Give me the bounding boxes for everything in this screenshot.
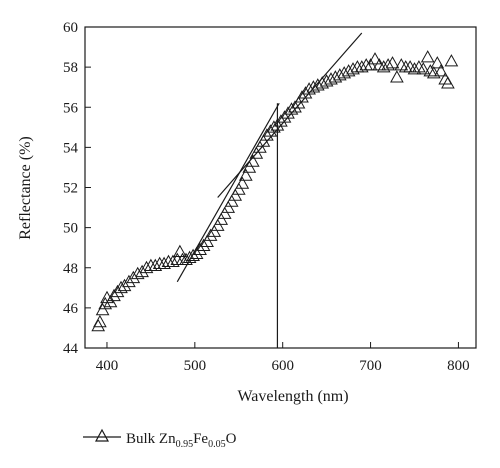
- data-point: [444, 54, 459, 67]
- data-point: [103, 294, 118, 308]
- legend-label-suffix: O: [226, 431, 237, 447]
- data-point: [207, 224, 222, 237]
- data-point: [368, 52, 382, 65]
- legend-label: Bulk Zn0.95Fe0.05O: [126, 431, 237, 450]
- y-tick-label: 60: [63, 20, 78, 36]
- data-point: [93, 314, 107, 328]
- data-point: [423, 64, 438, 77]
- y-tick-label: 52: [63, 181, 78, 197]
- data-point: [228, 188, 243, 201]
- x-axis-label: Wavelength (nm): [237, 388, 348, 405]
- legend-label-prefix: Bulk Zn: [126, 431, 176, 447]
- fit-line-lower: [176, 102, 280, 283]
- data-point: [354, 60, 369, 73]
- data-point: [337, 66, 352, 79]
- data-point: [122, 274, 136, 288]
- data-point: [193, 242, 207, 255]
- data-point: [363, 58, 378, 71]
- x-tick-label: 800: [447, 358, 470, 374]
- data-point: [179, 252, 193, 265]
- data-point: [416, 62, 431, 75]
- data-point: [385, 56, 400, 69]
- data-point: [434, 64, 448, 77]
- data-point: [319, 74, 334, 87]
- data-point: [214, 212, 229, 225]
- data-point: [235, 176, 250, 189]
- data-point: [139, 260, 154, 274]
- data-point: [341, 64, 356, 77]
- y-axis-ticks: 44 46 48 50 52 54 56 58 60: [63, 20, 91, 357]
- data-point: [224, 194, 239, 207]
- data-point: [107, 288, 121, 302]
- data-point: [110, 284, 125, 298]
- data-point: [114, 280, 128, 294]
- data-point: [98, 296, 113, 310]
- data-point: [238, 168, 253, 181]
- data-point: [263, 124, 278, 137]
- data-point: [182, 250, 197, 263]
- data-point: [148, 258, 163, 271]
- data-point: [217, 206, 232, 219]
- y-tick-label: 58: [63, 60, 78, 76]
- data-point: [381, 58, 395, 71]
- plot-area: [84, 26, 477, 349]
- data-markers: [91, 50, 459, 332]
- y-axis-label: Reflectance (%): [17, 136, 34, 239]
- data-point: [332, 68, 347, 81]
- data-point: [430, 56, 445, 69]
- data-point: [407, 62, 422, 75]
- data-point: [253, 140, 267, 153]
- y-tick-label: 48: [63, 261, 78, 277]
- legend: Bulk Zn0.95Fe0.05O: [83, 428, 237, 450]
- y-tick-label: 44: [63, 341, 79, 357]
- data-point: [135, 264, 149, 278]
- data-point: [310, 78, 325, 91]
- legend-marker: [94, 428, 110, 442]
- y-tick-label: 56: [63, 100, 79, 116]
- data-point: [157, 256, 171, 269]
- fit-line-upper: [217, 32, 363, 198]
- data-point: [315, 76, 330, 89]
- data-point: [186, 248, 200, 261]
- legend-label-sub1: 0.95: [176, 439, 194, 450]
- data-point: [231, 182, 246, 195]
- plot-frame: [84, 26, 477, 349]
- data-point: [196, 238, 211, 251]
- x-tick-label: 400: [96, 358, 119, 374]
- y-tick-label: 54: [63, 140, 79, 156]
- data-point: [306, 80, 321, 93]
- data-point: [420, 50, 435, 63]
- data-point: [173, 244, 187, 257]
- x-tick-label: 600: [271, 358, 294, 374]
- data-point: [91, 318, 106, 332]
- data-point: [95, 302, 110, 316]
- data-point: [130, 266, 145, 280]
- data-point: [376, 60, 391, 73]
- data-point: [117, 278, 132, 292]
- legend-label-mid: Fe: [193, 431, 208, 447]
- data-point: [249, 146, 264, 159]
- data-point: [390, 70, 404, 83]
- data-point: [166, 254, 180, 267]
- legend-label-sub2: 0.05: [208, 439, 226, 450]
- x-tick-label: 700: [359, 358, 382, 374]
- annotation-lines: [176, 32, 363, 348]
- x-tick-label: 500: [184, 358, 207, 374]
- data-point: [203, 228, 218, 241]
- data-point: [346, 62, 360, 75]
- data-point: [441, 76, 455, 89]
- data-point: [242, 160, 257, 173]
- y-tick-label: 46: [63, 301, 79, 317]
- y-tick-label: 50: [63, 221, 78, 237]
- data-point: [221, 200, 236, 213]
- data-point: [210, 218, 225, 231]
- data-point: [126, 270, 141, 284]
- data-point: [200, 234, 214, 247]
- data-point: [260, 128, 274, 141]
- x-axis-ticks: 400 500 600 700 800: [96, 342, 470, 374]
